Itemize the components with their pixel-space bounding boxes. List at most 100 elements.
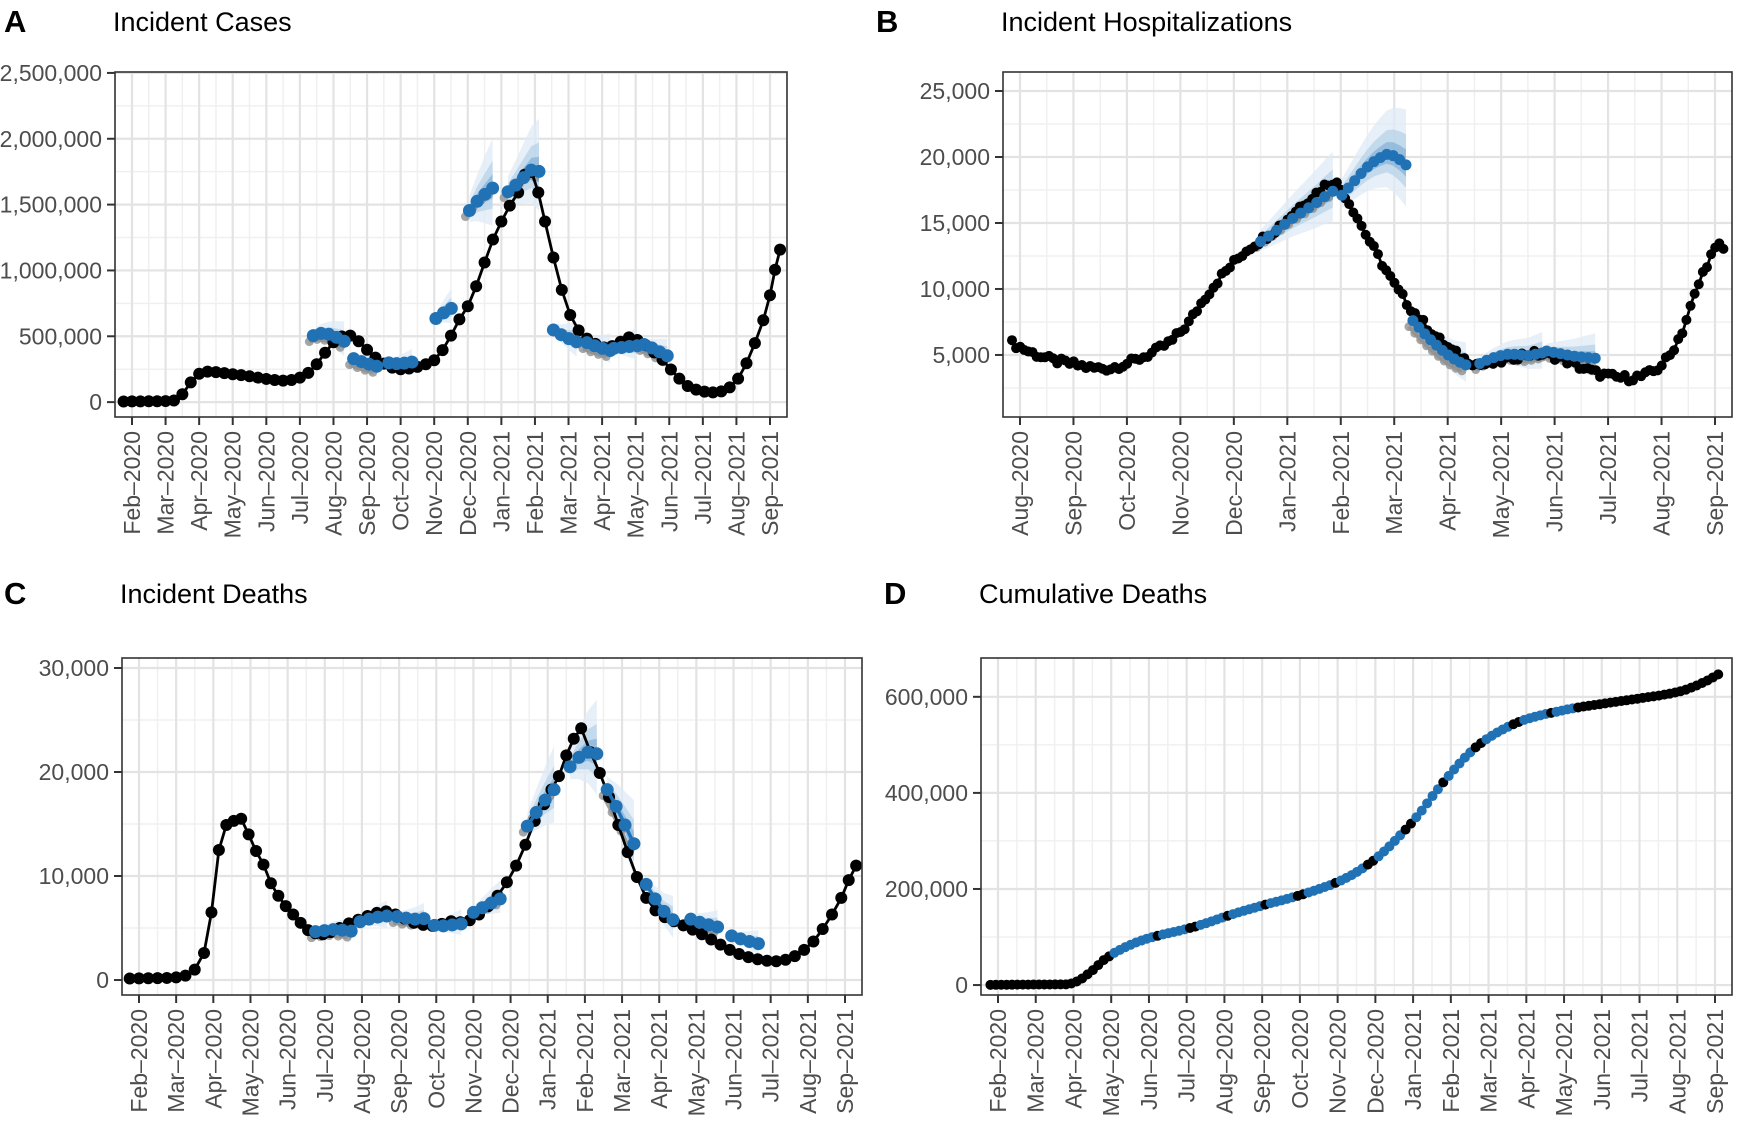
svg-text:500,000: 500,000 — [19, 323, 102, 349]
svg-text:Jul–2020: Jul–2020 — [287, 431, 313, 524]
svg-text:May–2020: May–2020 — [220, 431, 246, 538]
panel-d-title: Cumulative Deaths — [979, 579, 1208, 609]
svg-text:Aug–2021: Aug–2021 — [1649, 431, 1675, 536]
svg-text:May–2020: May–2020 — [1098, 1009, 1124, 1116]
svg-text:Nov–2020: Nov–2020 — [1325, 1009, 1351, 1114]
svg-text:2,000,000: 2,000,000 — [0, 126, 102, 152]
svg-text:600,000: 600,000 — [885, 684, 968, 710]
svg-text:25,000: 25,000 — [920, 78, 990, 104]
svg-text:Jul–2021: Jul–2021 — [690, 431, 716, 524]
svg-text:Oct–2020: Oct–2020 — [388, 431, 414, 531]
svg-text:Apr–2021: Apr–2021 — [646, 1009, 672, 1109]
svg-text:Dec–2020: Dec–2020 — [455, 431, 481, 536]
svg-text:Sep–2021: Sep–2021 — [1702, 431, 1728, 536]
svg-text:Feb–2020: Feb–2020 — [119, 431, 145, 535]
svg-text:Aug–2020: Aug–2020 — [1211, 1009, 1237, 1114]
panel-d-letter: D — [884, 576, 907, 611]
svg-text:Jun–2021: Jun–2021 — [1542, 431, 1568, 532]
svg-text:Apr–2021: Apr–2021 — [1513, 1009, 1539, 1109]
svg-text:Dec–2020: Dec–2020 — [498, 1009, 524, 1114]
svg-text:200,000: 200,000 — [885, 876, 968, 902]
svg-text:Feb–2021: Feb–2021 — [572, 1009, 598, 1113]
svg-text:Jun–2021: Jun–2021 — [1589, 1009, 1615, 1110]
svg-text:1,500,000: 1,500,000 — [0, 192, 102, 218]
svg-text:Nov–2020: Nov–2020 — [460, 1009, 486, 1114]
svg-text:Sep–2020: Sep–2020 — [386, 1009, 412, 1114]
svg-text:May–2021: May–2021 — [623, 431, 649, 538]
svg-text:Apr–2021: Apr–2021 — [1435, 431, 1461, 531]
svg-text:Feb–2021: Feb–2021 — [1328, 431, 1354, 535]
svg-text:Jun–2020: Jun–2020 — [1136, 1009, 1162, 1110]
svg-text:May–2020: May–2020 — [237, 1009, 263, 1116]
svg-text:Sep–2020: Sep–2020 — [1249, 1009, 1275, 1114]
svg-text:Dec–2020: Dec–2020 — [1221, 431, 1247, 536]
svg-text:Jun–2020: Jun–2020 — [253, 431, 279, 532]
svg-text:Jun–2020: Jun–2020 — [275, 1009, 301, 1110]
svg-text:Jan–2021: Jan–2021 — [1400, 1009, 1426, 1110]
svg-text:Jul–2021: Jul–2021 — [1595, 431, 1621, 524]
svg-text:Aug–2020: Aug–2020 — [1007, 431, 1033, 536]
svg-text:Aug–2020: Aug–2020 — [349, 1009, 375, 1114]
panel-b-title: Incident Hospitalizations — [1001, 7, 1293, 37]
svg-text:Feb–2021: Feb–2021 — [1438, 1009, 1464, 1113]
svg-text:10,000: 10,000 — [920, 276, 990, 302]
svg-text:Aug–2020: Aug–2020 — [320, 431, 346, 536]
svg-text:Feb–2020: Feb–2020 — [985, 1009, 1011, 1113]
svg-text:Aug–2021: Aug–2021 — [723, 431, 749, 536]
svg-text:30,000: 30,000 — [39, 655, 109, 681]
panel-a: Feb–2020 Mar–2020 Apr–2020 May–2020 Jun–2020… — [0, 60, 788, 538]
svg-text:Oct–2020: Oct–2020 — [1114, 431, 1140, 531]
svg-text:Mar–2020: Mar–2020 — [163, 1009, 189, 1113]
svg-text:Jan–2021: Jan–2021 — [1274, 431, 1300, 532]
panel-b: Aug–2020 Sep–2020 Oct–2020 Nov–2020 Dec–2020… — [920, 71, 1733, 538]
svg-text:Dec–2020: Dec–2020 — [1362, 1009, 1388, 1114]
svg-text:10,000: 10,000 — [39, 863, 109, 889]
svg-text:Sep–2021: Sep–2021 — [832, 1009, 858, 1114]
svg-text:Apr–2020: Apr–2020 — [1060, 1009, 1086, 1109]
svg-text:Jan–2021: Jan–2021 — [535, 1009, 561, 1110]
svg-text:Oct–2020: Oct–2020 — [1287, 1009, 1313, 1109]
panel-a-title: Incident Cases — [113, 7, 292, 37]
svg-text:Mar–2020: Mar–2020 — [153, 431, 179, 535]
svg-text:Apr–2020: Apr–2020 — [186, 431, 212, 531]
panel-a-letter: A — [4, 4, 27, 39]
svg-text:Sep–2020: Sep–2020 — [1060, 431, 1086, 536]
svg-text:5,000: 5,000 — [932, 342, 990, 368]
panel-c: Feb–2020 Mar–2020 Apr–2020 May–2020 Jun–2020… — [39, 655, 863, 1116]
panel-c-letter: C — [4, 576, 27, 611]
svg-text:Feb–2020: Feb–2020 — [126, 1009, 152, 1113]
svg-text:20,000: 20,000 — [920, 144, 990, 170]
svg-text:Feb–2021: Feb–2021 — [522, 431, 548, 535]
panel-c-title: Incident Deaths — [120, 579, 308, 609]
svg-text:Jan–2021: Jan–2021 — [488, 431, 514, 532]
svg-text:Nov–2020: Nov–2020 — [421, 431, 447, 536]
svg-text:Aug–2021: Aug–2021 — [795, 1009, 821, 1114]
svg-text:15,000: 15,000 — [920, 210, 990, 236]
svg-text:Jun–2021: Jun–2021 — [656, 431, 682, 532]
svg-text:Apr–2020: Apr–2020 — [200, 1009, 226, 1109]
svg-text:1,000,000: 1,000,000 — [0, 257, 102, 283]
svg-text:Oct–2020: Oct–2020 — [423, 1009, 449, 1109]
svg-text:0: 0 — [89, 389, 102, 415]
svg-text:May–2021: May–2021 — [683, 1009, 709, 1116]
svg-text:Mar–2021: Mar–2021 — [556, 431, 582, 535]
svg-text:Mar–2021: Mar–2021 — [609, 1009, 635, 1113]
svg-text:Sep–2020: Sep–2020 — [354, 431, 380, 536]
svg-text:20,000: 20,000 — [39, 759, 109, 785]
svg-text:May–2021: May–2021 — [1488, 431, 1514, 538]
svg-text:2,500,000: 2,500,000 — [0, 60, 102, 86]
svg-text:May–2021: May–2021 — [1551, 1009, 1577, 1116]
svg-text:400,000: 400,000 — [885, 780, 968, 806]
svg-text:0: 0 — [96, 967, 109, 993]
svg-text:Jul–2021: Jul–2021 — [1627, 1009, 1653, 1102]
svg-text:Mar–2020: Mar–2020 — [1023, 1009, 1049, 1113]
svg-text:0: 0 — [955, 972, 968, 998]
svg-text:Jul–2020: Jul–2020 — [312, 1009, 338, 1102]
svg-text:Sep–2021: Sep–2021 — [757, 431, 783, 536]
svg-text:Aug–2021: Aug–2021 — [1664, 1009, 1690, 1114]
panel-d: Feb–2020 Mar–2020 Apr–2020 May–2020 Jun–2020… — [885, 657, 1733, 1116]
svg-text:Sep–2021: Sep–2021 — [1702, 1009, 1728, 1114]
svg-text:Apr–2021: Apr–2021 — [589, 431, 615, 531]
